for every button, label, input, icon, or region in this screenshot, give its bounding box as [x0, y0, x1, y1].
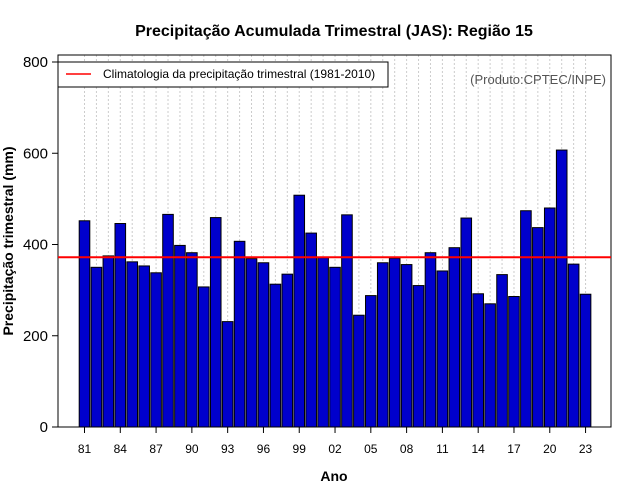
bar-2020	[543, 207, 556, 428]
bar-1985	[126, 261, 139, 428]
bar-1994	[233, 240, 246, 428]
y-tick-label: 200	[23, 328, 48, 345]
bar-2000	[305, 232, 317, 428]
bar-2022	[567, 263, 580, 428]
bar-1995	[245, 258, 258, 428]
x-tick-label: 14	[472, 442, 486, 456]
legend-label: Climatologia da precipitação trimestral …	[103, 67, 375, 81]
y-tick-label: 0	[40, 419, 48, 436]
bar-2001	[317, 257, 329, 428]
bar-1991	[198, 286, 210, 428]
legend: Climatologia da precipitação trimestral …	[57, 61, 389, 88]
x-tick-label: 84	[114, 442, 128, 456]
bar-1989	[174, 244, 186, 428]
bar-2002	[329, 266, 341, 428]
bar-2006	[376, 262, 389, 428]
x-tick-label: 90	[185, 442, 199, 456]
x-tick-label: 05	[364, 442, 378, 456]
bar-2016	[496, 274, 508, 428]
y-axis-title: Precipitação trimestral (mm)	[0, 146, 16, 335]
bar-2005	[365, 295, 377, 428]
bar-1996	[257, 262, 270, 428]
x-tick-label: 93	[221, 442, 235, 456]
x-tick-label: 96	[257, 442, 271, 456]
y-tick-label: 600	[23, 145, 48, 162]
bar-1999	[293, 194, 306, 428]
bar-1982	[90, 266, 103, 428]
bars-group	[78, 149, 592, 428]
bar-1988	[162, 213, 174, 428]
x-tick-label: 11	[436, 442, 449, 456]
y-tick-label: 400	[23, 237, 48, 254]
bar-2012	[448, 247, 461, 428]
bar-2013	[460, 217, 473, 428]
bar-2009	[412, 285, 425, 428]
bar-1986	[138, 265, 150, 428]
legend-box	[57, 61, 389, 88]
bar-2017	[508, 296, 520, 428]
bar-1987	[150, 272, 162, 428]
x-axis-title: Ano	[320, 468, 347, 484]
bar-2007	[388, 257, 401, 428]
bar-2014	[472, 293, 484, 428]
bar-1997	[269, 283, 282, 428]
x-tick-label: 20	[543, 442, 557, 456]
x-tick-label: 02	[328, 442, 342, 456]
x-tick-label: 17	[507, 442, 521, 456]
x-tick-label: 23	[579, 442, 593, 456]
bar-2010	[424, 252, 437, 428]
bar-2011	[436, 270, 449, 428]
bar-2004	[353, 314, 365, 428]
source-note: (Produto:CPTEC/INPE)	[470, 72, 606, 87]
bar-2015	[484, 303, 496, 428]
x-axis: 81 84 87 90 93 96 99 02 05 08 11 14 17 20 23	[78, 427, 593, 456]
x-tick-label: 99	[293, 442, 307, 456]
bar-2021	[555, 149, 568, 428]
bar-2003	[341, 214, 353, 428]
x-tick-label: 87	[149, 442, 163, 456]
bar-1981	[78, 220, 91, 428]
bar-1984	[114, 223, 127, 428]
bar-2023	[579, 293, 592, 428]
bar-1983	[102, 255, 115, 428]
bar-2019	[532, 227, 544, 428]
bar-1998	[281, 273, 294, 428]
bar-2018	[520, 210, 532, 428]
chart-title: Precipitação Acumulada Trimestral (JAS):…	[135, 23, 533, 40]
bar-2008	[400, 264, 413, 428]
x-tick-label: 81	[78, 442, 92, 456]
y-tick-label: 800	[23, 54, 48, 71]
x-tick-label: 08	[400, 442, 414, 456]
y-axis: 0 200 400 600 800	[23, 54, 58, 436]
bar-1990	[186, 252, 198, 428]
bar-1992	[209, 217, 222, 428]
bar-1993	[221, 321, 234, 428]
